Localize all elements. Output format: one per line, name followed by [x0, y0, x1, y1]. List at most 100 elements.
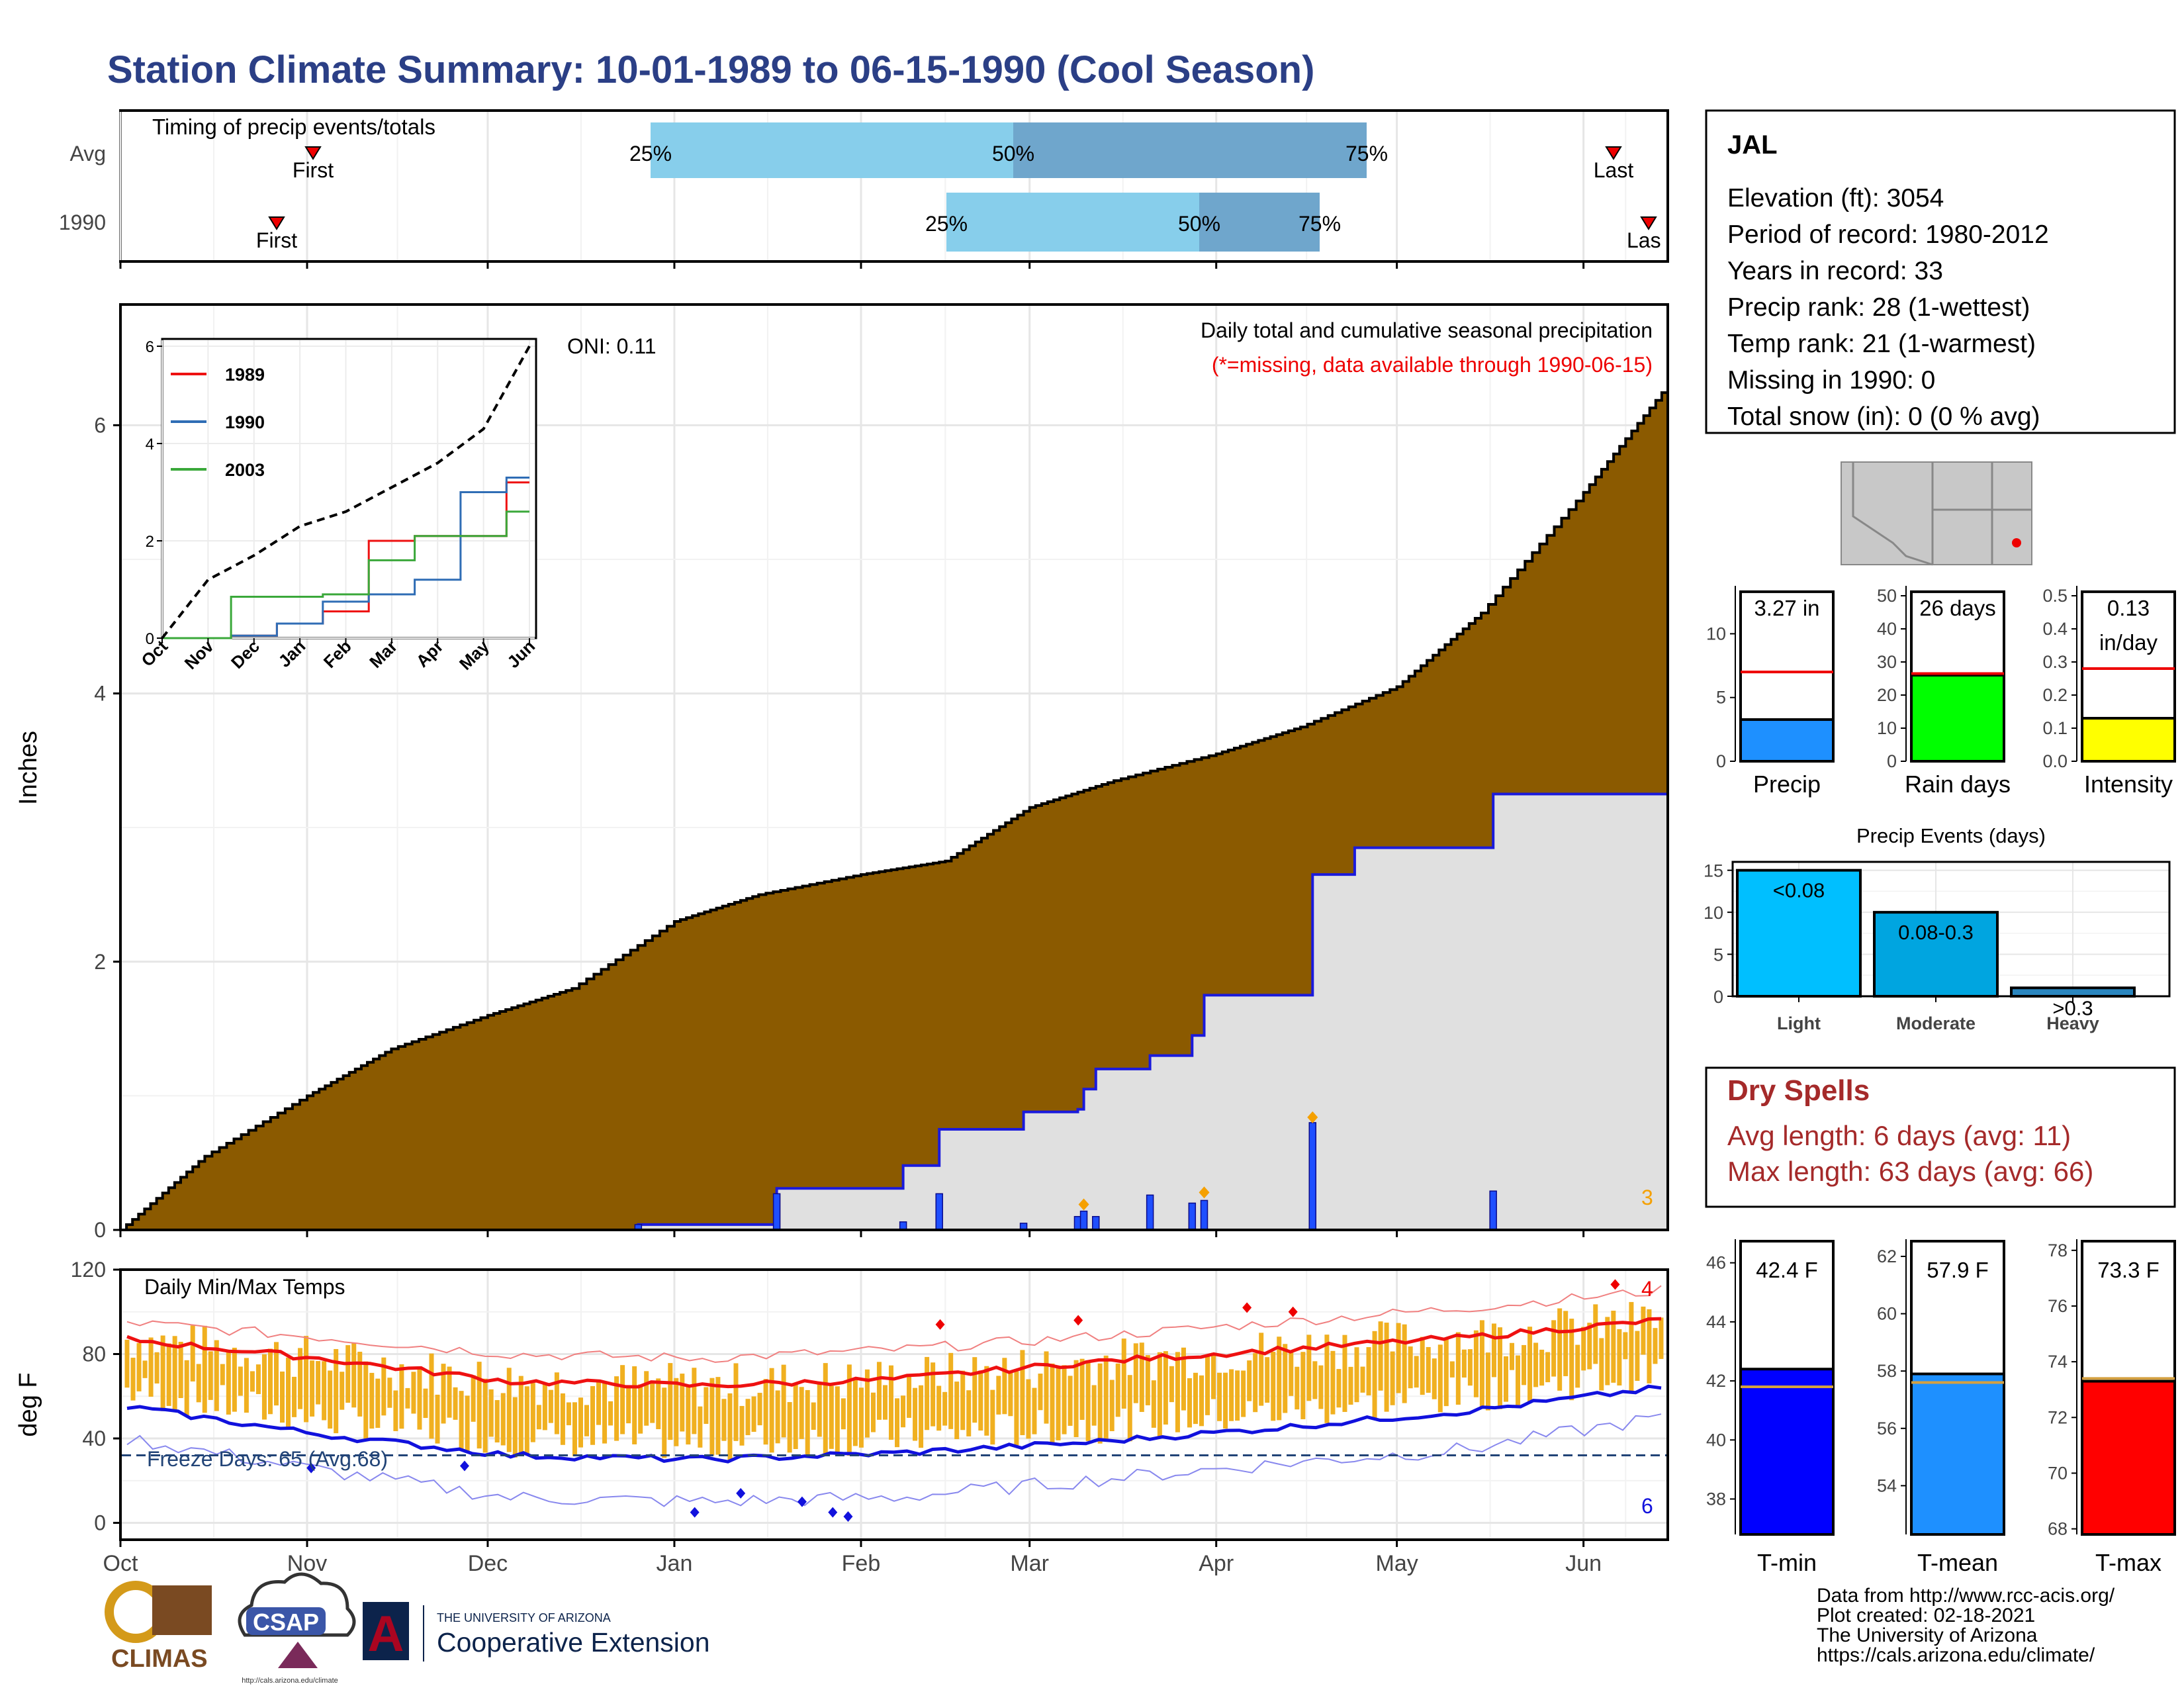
daily-precip-bar: [1146, 1194, 1154, 1231]
daily-temp-bar: [1241, 1370, 1246, 1417]
daily-temp-bar: [644, 1371, 649, 1426]
daily-temp-bar: [1575, 1344, 1580, 1388]
daily-temp-bar: [238, 1366, 243, 1396]
daily-temp-bar: [273, 1342, 279, 1406]
inset-frame: [161, 338, 537, 639]
daily-temp-bar: [1336, 1369, 1342, 1408]
daily-temp-bar: [441, 1364, 446, 1424]
precip-ytick-label-2: 2: [94, 950, 106, 974]
daily-temp-bar: [829, 1385, 834, 1449]
csap-logo-text: CSAP: [253, 1609, 319, 1636]
daily-temp-bar: [1623, 1332, 1628, 1360]
page-title: Station Climate Summary: 10-01-1989 to 0…: [107, 48, 1314, 91]
daily-temp-bar: [1551, 1320, 1557, 1377]
daily-temp-bar: [1002, 1358, 1007, 1415]
temp-ytick-label-80: 80: [82, 1342, 106, 1366]
daily-temp-bar: [1384, 1323, 1389, 1412]
daily-temp-bar: [972, 1357, 978, 1423]
avg-max-line: [126, 1317, 1662, 1389]
daily-temp-bar: [1139, 1342, 1144, 1412]
daily-temp-bar: [154, 1352, 159, 1383]
timing-avg-box-25-50: [651, 122, 1013, 178]
mini-bar-ytick-label: 30: [1877, 652, 1897, 672]
events-ytick-label: 10: [1704, 903, 1723, 923]
daily-max-marker: [1199, 1186, 1210, 1199]
map-background: [1841, 461, 2032, 565]
climas-logo-text: CLIMAS: [111, 1645, 208, 1673]
daily-temp-bar: [1545, 1352, 1551, 1383]
daily-temp-bar: [1097, 1363, 1103, 1444]
daily-temp-bar: [1599, 1338, 1604, 1391]
timing-avg-p50: 50%: [992, 142, 1034, 165]
events-frame: [1731, 861, 2171, 998]
daily-temp-bar: [196, 1364, 201, 1403]
daily-temp-bar: [1414, 1356, 1419, 1388]
daily-temp-bar: [584, 1405, 589, 1436]
daily-temp-bar: [429, 1353, 434, 1439]
record-high-marker: [1073, 1315, 1083, 1326]
timing-avg-last-label: Last: [1594, 158, 1634, 182]
daily-temp-bar: [769, 1368, 774, 1453]
year-cumulative-area: [120, 791, 1669, 1231]
daily-temp-bar: [530, 1383, 535, 1442]
month-label-May: May: [1376, 1551, 1418, 1576]
daily-temp-bar: [1396, 1323, 1401, 1393]
daily-temp-bar: [1187, 1378, 1192, 1428]
daily-precip-bar: [1188, 1202, 1197, 1231]
daily-temp-bar: [662, 1387, 667, 1458]
daily-temp-bar: [1354, 1347, 1359, 1403]
daily-temp-bar: [494, 1400, 500, 1443]
mini-bar-ytick-label: 0.0: [2042, 751, 2068, 771]
daily-temp-bar: [542, 1384, 547, 1430]
daily-temp-bar: [405, 1387, 410, 1409]
daily-temp-bar: [1455, 1332, 1461, 1405]
daily-temp-bar: [1479, 1320, 1484, 1409]
locator-map: [1841, 461, 2032, 566]
daily-temp-bar: [1605, 1317, 1610, 1385]
temp-bar-ytick-label: 60: [1877, 1304, 1897, 1324]
events-title: Precip Events (days): [1856, 824, 2046, 847]
temp-bar-label-tmin: T-min: [1757, 1549, 1817, 1576]
daily-temp-bar: [310, 1360, 315, 1417]
daily-temp-bar: [608, 1401, 614, 1426]
events-bar-label-Moderate: 0.08-0.3: [1898, 921, 1974, 944]
daily-temp-bar: [1259, 1333, 1264, 1406]
daily-precip-bar: [1200, 1199, 1208, 1231]
daily-temp-bar: [1199, 1375, 1205, 1427]
daily-temp-bar: [1020, 1350, 1025, 1436]
daily-temp-bar: [913, 1387, 918, 1441]
daily-temp-bar: [578, 1397, 583, 1448]
station-location-dot: [2012, 538, 2021, 547]
daily-temp-bar: [1408, 1346, 1413, 1389]
daily-temp-bar: [1581, 1327, 1586, 1371]
daily-temp-bar: [1211, 1352, 1216, 1399]
daily-temp-bar: [1109, 1380, 1115, 1432]
mini-bar-value-text-intensity: 0.13: [2107, 596, 2150, 620]
csap-label-bg: [246, 1607, 326, 1635]
daily-temp-bar: [334, 1348, 339, 1434]
daily-temp-bar: [698, 1406, 703, 1448]
daily-temp-bar: [1127, 1375, 1132, 1442]
daily-temp-bar: [1378, 1321, 1383, 1391]
daily-temp-bar: [1473, 1330, 1479, 1397]
temp-bar-ytick-label: 46: [1706, 1253, 1726, 1273]
mini-bar-ytick-label: 0: [1716, 751, 1726, 771]
daily-temp-bar: [190, 1325, 195, 1382]
daily-temp-bar: [1026, 1379, 1031, 1439]
daily-temp-bar: [1533, 1342, 1539, 1387]
daily-temp-bar: [1295, 1366, 1300, 1410]
mini-bar-value-intensity: [2081, 717, 2176, 763]
daily-temp-bar: [686, 1385, 691, 1445]
daily-temp-bar: [280, 1371, 285, 1423]
station-name: JAL: [1727, 130, 1778, 160]
record-low-marker: [797, 1496, 807, 1507]
daily-temp-bar: [1563, 1311, 1569, 1376]
ua-logo: A THE UNIVERSITY OF ARIZONA Cooperative …: [363, 1602, 710, 1662]
daily-temp-bar: [447, 1366, 452, 1418]
daily-temp-bar: [1079, 1358, 1085, 1420]
daily-temp-bar: [966, 1390, 972, 1436]
inset-ytick-label-2: 2: [146, 533, 154, 551]
temp-bar-label-tmean: T-mean: [1917, 1549, 1998, 1576]
temp-bar-ytick-label: 78: [2048, 1241, 2068, 1260]
inset-legend-label-1990: 1990: [225, 412, 265, 432]
